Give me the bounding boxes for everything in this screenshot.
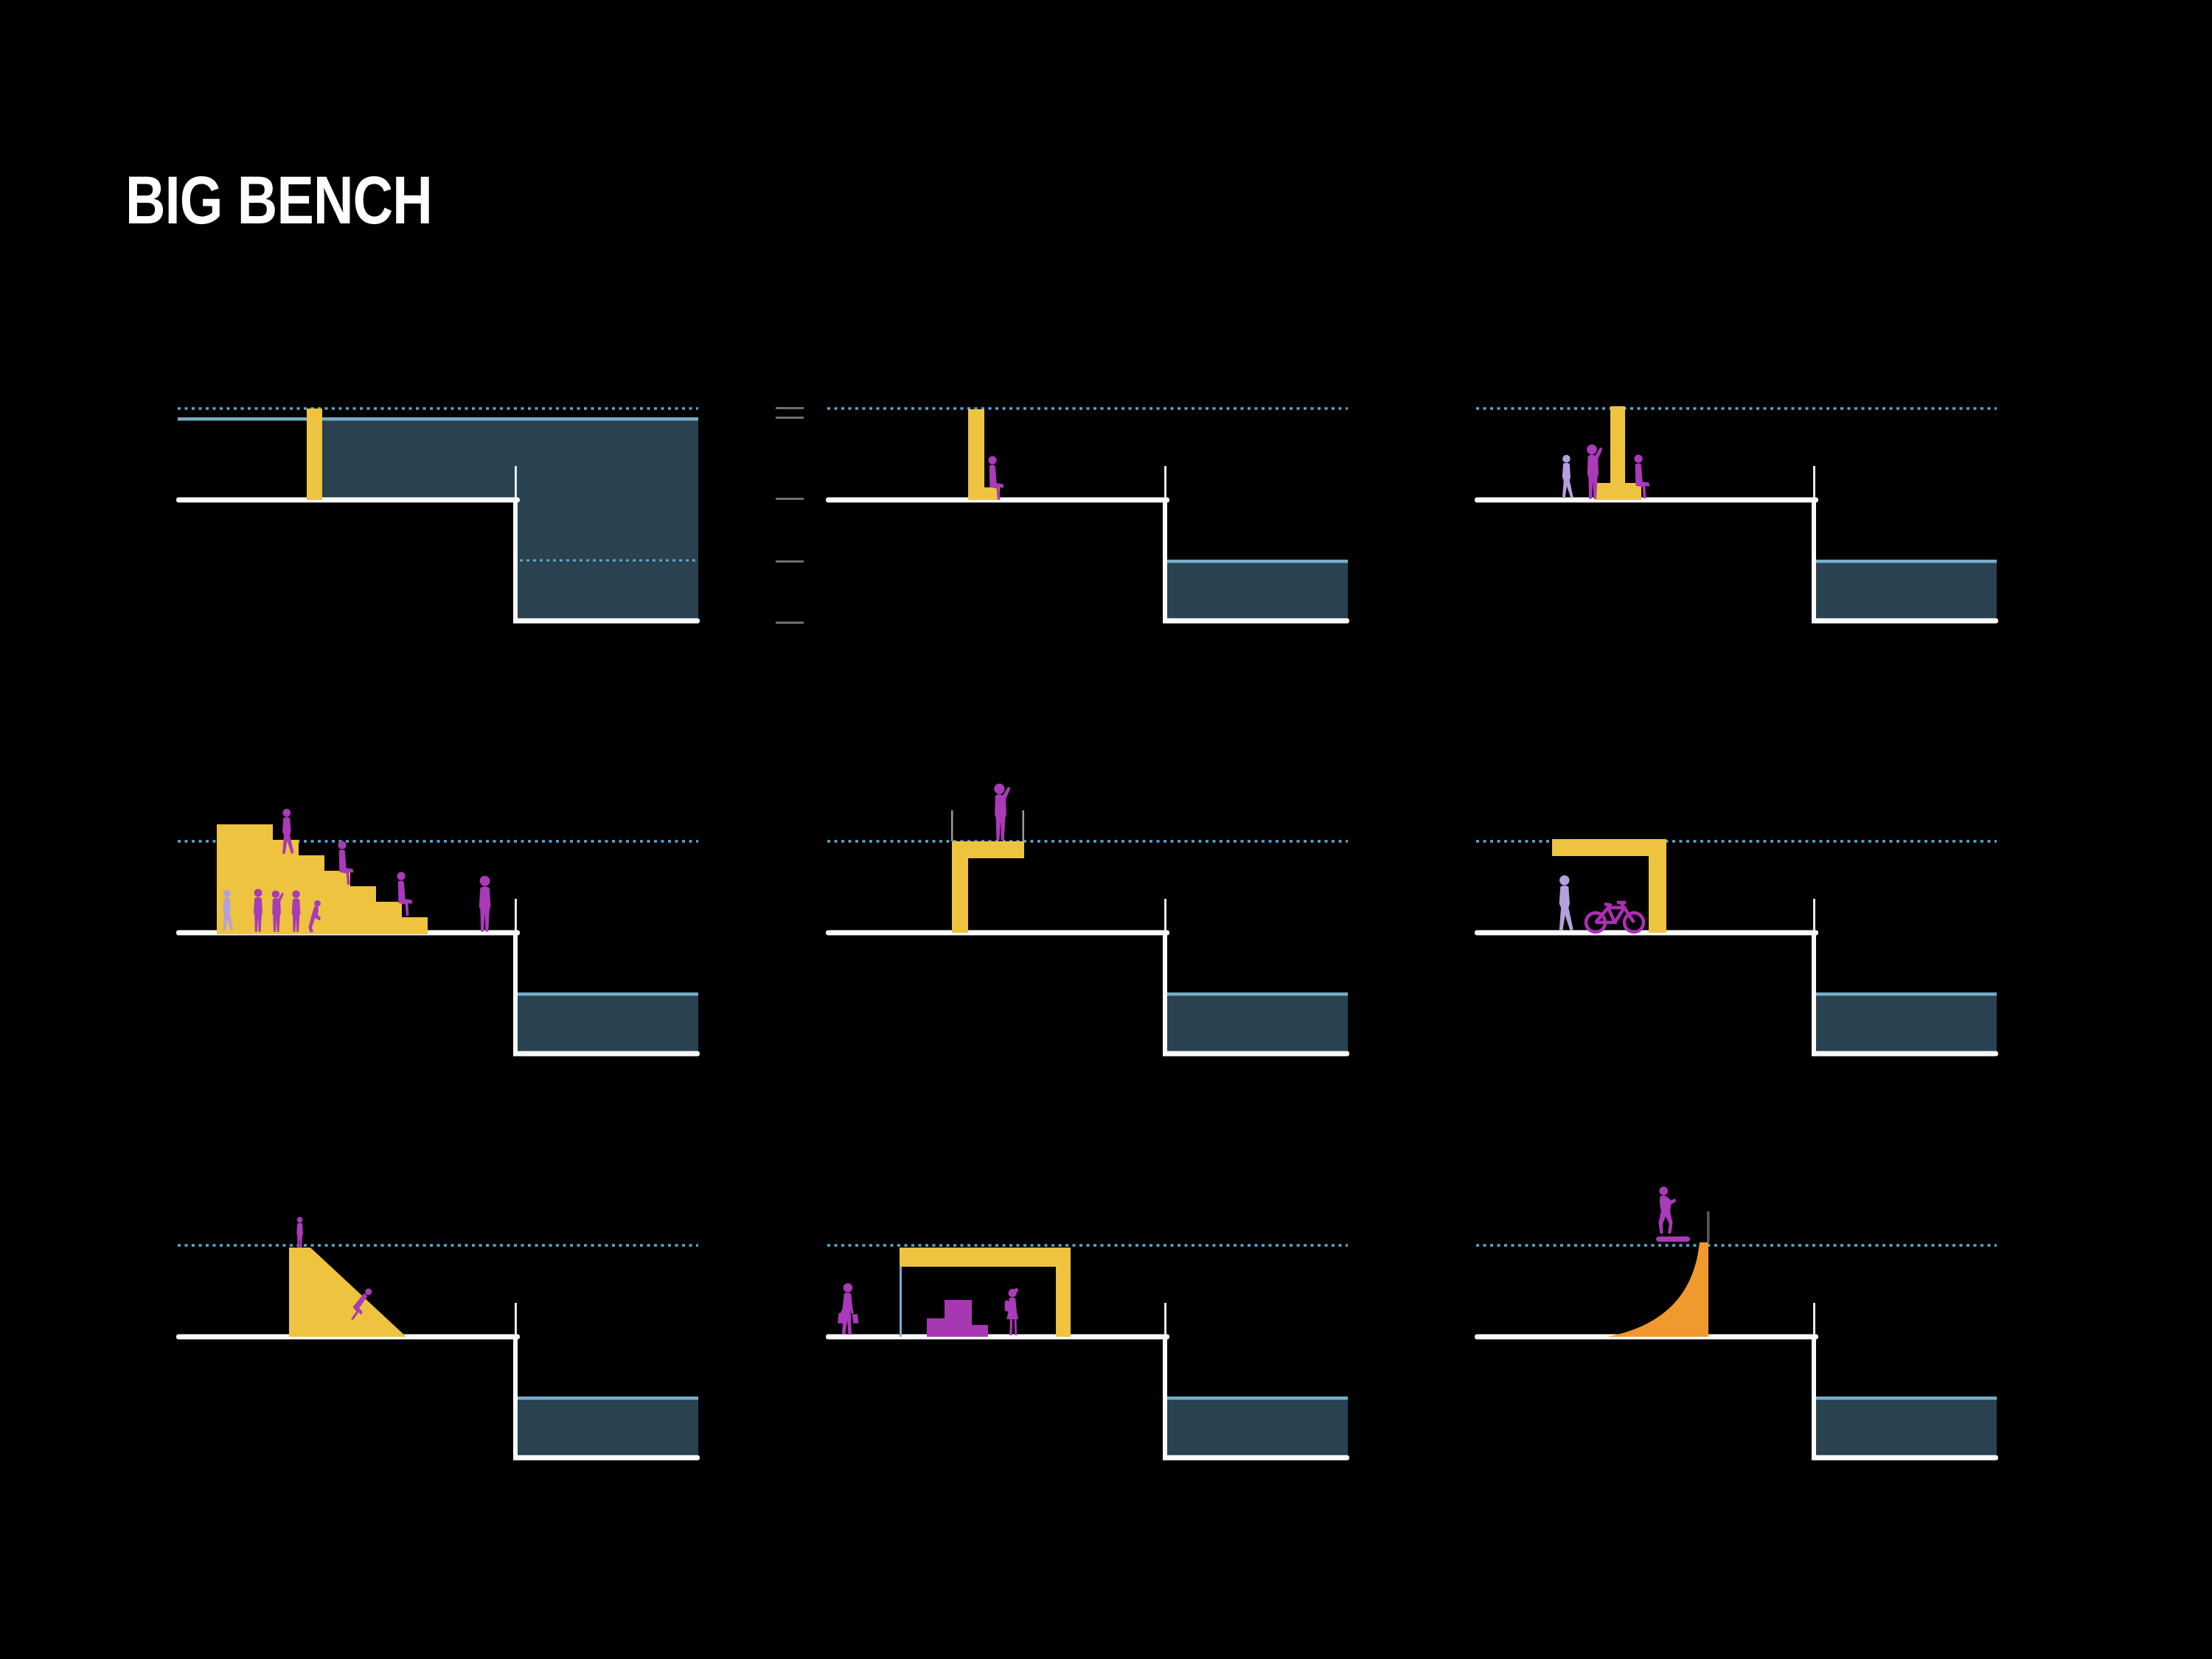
diagram-column-totem — [1562, 406, 1650, 500]
railing-icon — [951, 810, 953, 841]
person-with-bags-icon — [838, 1283, 859, 1335]
quay-step-wall — [1163, 1334, 1167, 1461]
quay-step-wall — [1163, 930, 1167, 1057]
diagram-flood-barrier-wall — [307, 408, 322, 500]
diagram-bench-high-backrest — [968, 409, 1004, 501]
basin-floor-line — [513, 1455, 700, 1461]
quay-step-wall — [1163, 497, 1167, 624]
water-surface-line — [1167, 560, 1348, 563]
quay-step-wall — [1812, 930, 1816, 1057]
ground-line — [1475, 930, 1818, 936]
totem-column-icon — [1595, 406, 1641, 500]
coping-post-icon — [1707, 1211, 1710, 1242]
quay-step-wall — [513, 1334, 518, 1461]
diagram-bike-shelter — [1552, 839, 1666, 933]
bicycle-icon — [1586, 902, 1644, 932]
basin-floor-line — [1812, 1051, 1998, 1057]
quay-edge-post — [515, 1303, 517, 1335]
ground-line — [826, 930, 1169, 936]
canopy-icon — [1552, 839, 1666, 933]
level-scale-tick — [776, 407, 804, 409]
person-skater-icon — [1658, 1186, 1677, 1234]
person-standing-icon — [479, 875, 491, 932]
page-title: BIG BENCH — [125, 162, 433, 238]
channel-water — [518, 995, 698, 1051]
basin-floor-line — [1163, 1455, 1349, 1461]
water-surface-line — [1816, 560, 1997, 563]
skateboard-icon — [1656, 1237, 1690, 1242]
ground-line — [176, 497, 520, 503]
quay-step-wall — [1812, 1334, 1816, 1461]
section-bases — [176, 407, 1998, 1461]
water-surface-line — [518, 992, 698, 996]
channel-water — [1816, 995, 1997, 1051]
person-walking-icon — [1559, 875, 1573, 931]
channel-water — [1816, 1399, 1997, 1455]
level-scale-tick — [776, 417, 804, 419]
person-walking-icon — [1562, 454, 1573, 499]
slide-ramp-icon — [289, 1248, 406, 1337]
quay-edge-post — [515, 899, 517, 931]
quay-edge-post — [1164, 899, 1166, 931]
water-surface-line — [1167, 1397, 1348, 1400]
ground-line — [826, 1334, 1169, 1340]
person-lookout-icon — [994, 783, 1011, 841]
diagram-triangle-slide — [289, 1217, 406, 1337]
basin-floor-line — [513, 618, 700, 624]
diagram-storage-kiosk — [838, 1248, 1071, 1337]
basin-floor-line — [513, 1051, 700, 1057]
quay-step-wall — [1812, 497, 1816, 624]
quay-step-wall — [513, 497, 518, 624]
glass-wall-icon — [900, 1267, 902, 1337]
storage-boxes-icon — [927, 1300, 988, 1337]
basin-floor-line — [1812, 1455, 1998, 1461]
level-scale-tick — [776, 622, 804, 624]
level-scale-tick — [776, 560, 804, 563]
water-surface-line — [1816, 1397, 1997, 1400]
platform-icon — [952, 841, 1024, 933]
quay-edge-post — [515, 466, 517, 498]
diagram-grandstand-stairs — [217, 808, 491, 934]
kiosk-frame-icon — [900, 1248, 1071, 1337]
flood-surface-line — [178, 417, 698, 421]
person-on-top-icon — [296, 1217, 303, 1248]
basin-floor-line — [1163, 1051, 1349, 1057]
railing-icon — [1022, 810, 1024, 841]
ground-line — [1475, 497, 1818, 503]
channel-water — [1816, 562, 1997, 619]
diagram-lookout-platform — [951, 783, 1024, 933]
quay-edge-post — [1813, 899, 1815, 931]
level-scale-tick — [776, 498, 804, 500]
flood-water — [322, 419, 698, 622]
person-with-backpack-icon — [1004, 1288, 1019, 1336]
basin-floor-line — [1163, 618, 1349, 624]
quay-edge-post — [1164, 466, 1166, 498]
diagram-skate-quarter-pipe — [1607, 1186, 1710, 1337]
quay-edge-post — [1813, 1303, 1815, 1335]
quay-edge-post — [1164, 1303, 1166, 1335]
water-surface-line — [1816, 992, 1997, 996]
channel-water — [1167, 562, 1348, 619]
bench-icon — [968, 409, 1000, 500]
quay-step-wall — [513, 930, 518, 1057]
water-surface-line — [1167, 992, 1348, 996]
water-surface-line — [518, 1397, 698, 1400]
quarter-pipe-icon — [1607, 1242, 1708, 1337]
basin-floor-line — [1812, 618, 1998, 624]
channel-water — [1167, 995, 1348, 1051]
channel-water — [1167, 1399, 1348, 1455]
channel-water — [518, 1399, 698, 1455]
flood-wall-icon — [307, 408, 322, 500]
quay-edge-post — [1813, 466, 1815, 498]
